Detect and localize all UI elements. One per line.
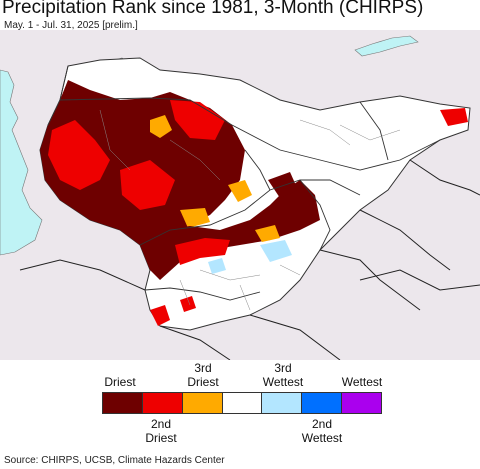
third-wettest-area-1 [260,240,292,262]
third-driest-area-south [255,225,280,242]
caspian-sea [0,69,43,256]
legend-swatch-wettest [342,393,382,413]
legend-swatch-2nd-wettest [302,393,343,413]
legend-color-bar [102,392,382,414]
legend-label-3rd-driest: 3rd Driest [187,361,219,389]
dry-spot-south-1 [150,305,170,326]
second-driest-area-north [170,100,225,140]
dry-spot-tajik [268,172,298,198]
legend-label-wettest: Wettest [341,375,383,389]
legend-swatch-normal [222,393,263,413]
third-driest-area-3 [180,208,210,228]
third-driest-area-2 [228,180,252,202]
dry-spot-east [440,108,468,126]
map-title: Precipitation Rank since 1981, 3-Month (… [2,0,424,18]
country-borders [47,65,441,301]
legend-swatch-driest [103,393,143,413]
source-credit: Source: CHIRPS, UCSB, Climate Hazards Ce… [4,455,225,466]
second-driest-area-central [120,160,175,210]
legend-label-driest: Driest [104,375,136,389]
third-wettest-area-2 [208,258,226,274]
lake-balkhash [354,35,419,57]
legend-label-2nd-driest: 2nd Driest [145,417,177,445]
precipitation-rank-map [0,30,480,360]
second-driest-area-south [175,238,230,265]
legend-swatch-3rd-wettest [262,393,303,413]
dry-spot-south-2 [180,296,196,312]
map-subtitle: May. 1 - Jul. 31, 2025 [prelim.] [4,20,138,31]
legend-swatch-3rd-driest [182,393,223,413]
legend-label-3rd-wettest: 3rd Wettest [262,361,304,389]
legend-swatch-2nd-driest [142,393,183,413]
map-canvas [0,35,480,360]
legend-label-2nd-wettest: 2nd Wettest [301,417,343,445]
second-driest-area-west [48,120,110,190]
third-driest-area-1 [150,115,172,138]
context-borders [19,159,480,360]
admin-borders [99,109,401,311]
